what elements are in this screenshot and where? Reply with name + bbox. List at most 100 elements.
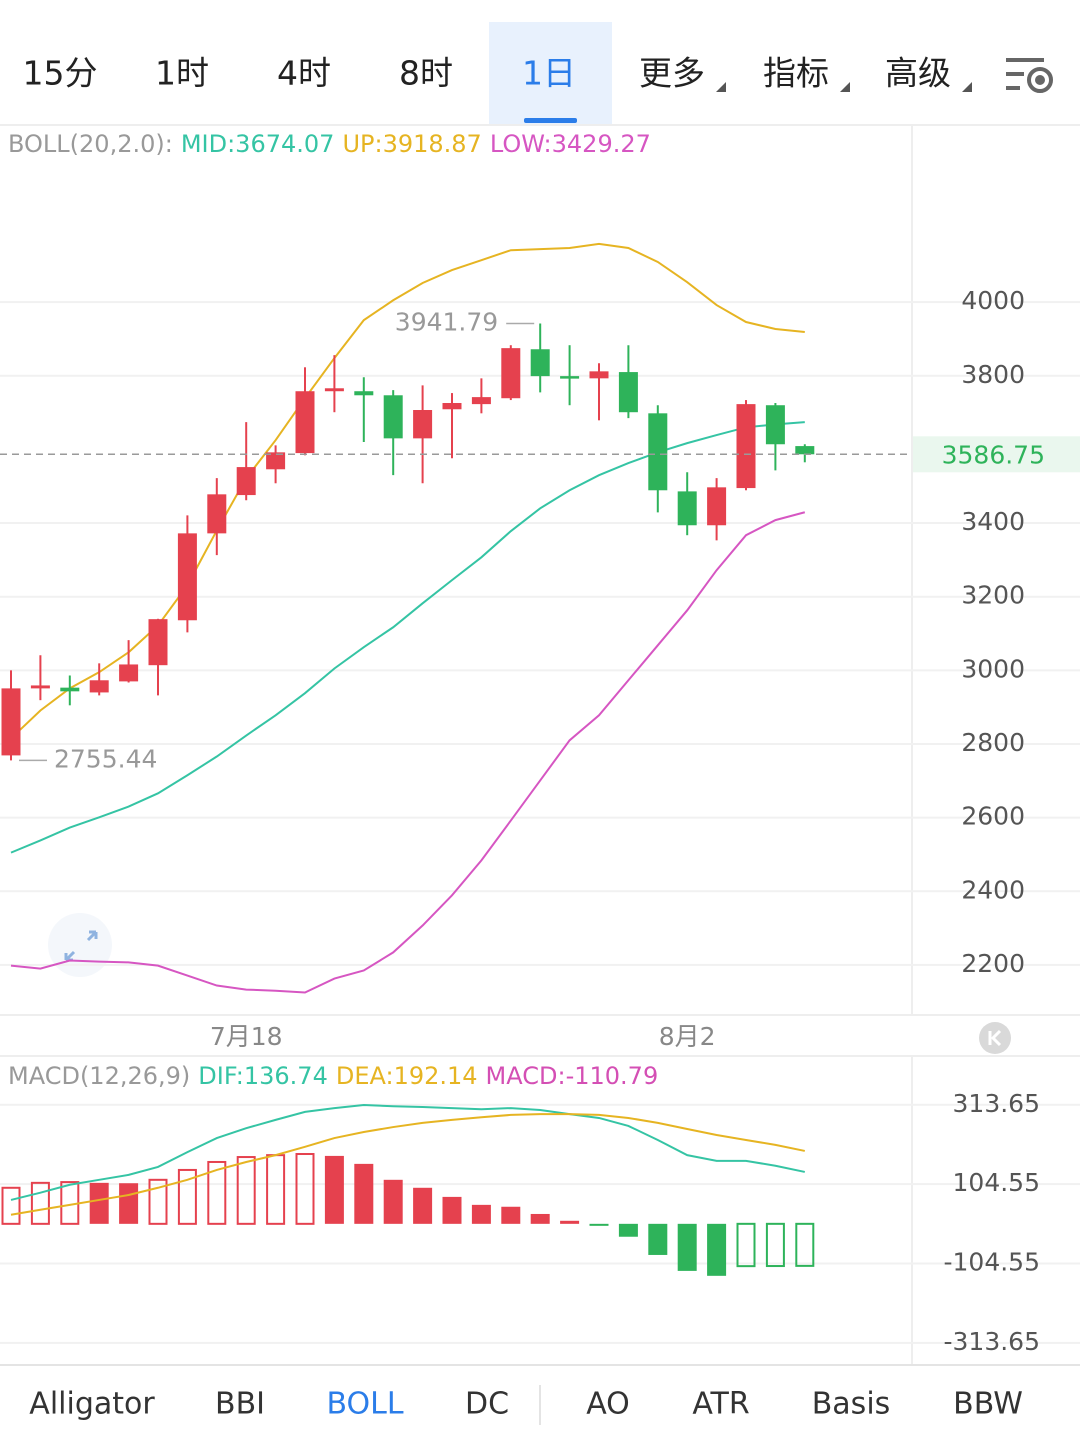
candle-body <box>413 410 433 439</box>
tab[interactable]: 4时 <box>277 54 331 93</box>
macd-bar <box>177 1168 197 1225</box>
candle-body <box>795 446 815 455</box>
legend-title: MACD(12,26,9) <box>8 1062 190 1090</box>
tab[interactable]: 指标 <box>763 54 829 93</box>
candle-body <box>765 405 785 445</box>
tab[interactable]: 8时 <box>399 54 453 93</box>
tab[interactable]: 1日 <box>522 54 576 93</box>
macd-bar <box>589 1223 609 1226</box>
candle-body <box>324 388 344 392</box>
candle-body <box>89 680 109 693</box>
candle-body <box>707 487 727 526</box>
macd-bar <box>354 1163 374 1224</box>
tab[interactable]: 高级 <box>885 54 951 93</box>
indicator-tab[interactable]: ATR <box>692 1387 749 1422</box>
candle-body <box>442 403 462 410</box>
dropdown-arrow <box>716 82 726 92</box>
macd-bar <box>207 1160 227 1225</box>
macd-bar <box>1 1186 21 1225</box>
candle-body <box>736 404 756 489</box>
candle-body <box>295 391 315 454</box>
indicator-tab[interactable]: BBW <box>953 1387 1023 1422</box>
macd-bar <box>266 1154 286 1225</box>
active-tab-bg <box>489 22 612 125</box>
macd-bar <box>324 1155 344 1224</box>
legend: MACD(12,26,9) DIF:136.74 DEA:192.14 MACD:-1… <box>8 1062 658 1090</box>
candle-body <box>383 395 403 439</box>
y-tick-label: 3800 <box>961 360 1025 389</box>
legend-entry: LOW:3429.27 <box>490 130 651 158</box>
candle-body <box>560 376 580 379</box>
indicator-tab[interactable]: DC <box>465 1387 509 1422</box>
macd-bar <box>471 1204 491 1224</box>
dropdown-arrow <box>962 82 972 92</box>
last-price-label: 3586.75 <box>942 440 1045 469</box>
macd-bar <box>236 1156 256 1225</box>
macd-bar <box>442 1196 462 1224</box>
y-tick-label: 3000 <box>961 654 1025 683</box>
macd-bar <box>501 1206 521 1224</box>
indicator-line <box>10 421 805 854</box>
indicator-tab[interactable]: AO <box>586 1387 630 1422</box>
macd-bar <box>648 1223 668 1255</box>
candle-body <box>1 688 21 756</box>
y-tick-label: 104.55 <box>953 1168 1040 1197</box>
y-tick-label: 2800 <box>961 728 1025 757</box>
indicator-line <box>10 242 805 740</box>
macd-bar <box>795 1222 815 1267</box>
x-tick-label: 8月2 <box>659 1022 716 1051</box>
legend-title: BOLL(20,2.0): <box>8 130 173 158</box>
candle-body <box>648 413 668 491</box>
candle-body <box>148 619 168 666</box>
indicator-tab[interactable]: Basis <box>812 1387 891 1422</box>
y-tick-label: 313.65 <box>953 1089 1040 1118</box>
macd-bar <box>413 1187 433 1224</box>
candle-body <box>236 467 256 496</box>
macd-bar <box>560 1220 580 1224</box>
settings-icon[interactable] <box>1006 58 1053 93</box>
candle-body <box>30 685 50 689</box>
macd-bar <box>148 1178 168 1225</box>
last-price-tag <box>913 436 1080 473</box>
macd-bar <box>618 1223 638 1237</box>
tab[interactable]: 15分 <box>23 54 98 93</box>
scroll-end-icon <box>988 1029 1002 1047</box>
max-label: 3941.79 <box>395 308 498 337</box>
candle-body <box>177 533 197 621</box>
indicator-tab[interactable]: BBI <box>215 1387 265 1422</box>
candle-body <box>266 452 286 470</box>
legend-entry: DIF:136.74 <box>198 1062 328 1090</box>
legend-entry: MACD:-110.79 <box>486 1062 659 1090</box>
indicator-line <box>10 511 806 994</box>
tab[interactable]: 1时 <box>155 54 209 93</box>
indicator-line <box>10 1113 806 1216</box>
active-tab-underline <box>524 118 577 123</box>
y-tick-label: 2600 <box>961 802 1025 831</box>
candle-body <box>618 372 638 413</box>
expand-button[interactable] <box>48 913 112 977</box>
tab[interactable]: 更多 <box>639 54 705 93</box>
indicator-tab[interactable]: Alligator <box>29 1387 155 1422</box>
macd-bar <box>736 1222 756 1268</box>
x-tick-label: 7月18 <box>210 1022 283 1051</box>
macd-bar <box>707 1223 727 1276</box>
y-tick-label: 3400 <box>961 507 1025 536</box>
y-tick-label: 2200 <box>961 949 1025 978</box>
legend: BOLL(20,2.0): MID:3674.07 UP:3918.87 LOW:34… <box>8 130 651 158</box>
y-tick-label: 2400 <box>961 875 1025 904</box>
dropdown-arrow <box>840 82 850 92</box>
candle-body <box>354 391 374 396</box>
macd-bar <box>89 1182 109 1224</box>
indicator-tab[interactable]: BOLL <box>326 1387 403 1422</box>
candle-body <box>589 371 609 379</box>
candle-body <box>207 494 227 534</box>
macd-bar <box>30 1181 50 1225</box>
candle-body <box>530 349 550 377</box>
macd-bar <box>119 1183 139 1224</box>
y-tick-label: 4000 <box>961 286 1025 315</box>
min-label: 2755.44 <box>54 744 157 773</box>
macd-bar <box>530 1213 550 1224</box>
indicator-line <box>10 1104 806 1201</box>
candle-body <box>60 687 80 692</box>
